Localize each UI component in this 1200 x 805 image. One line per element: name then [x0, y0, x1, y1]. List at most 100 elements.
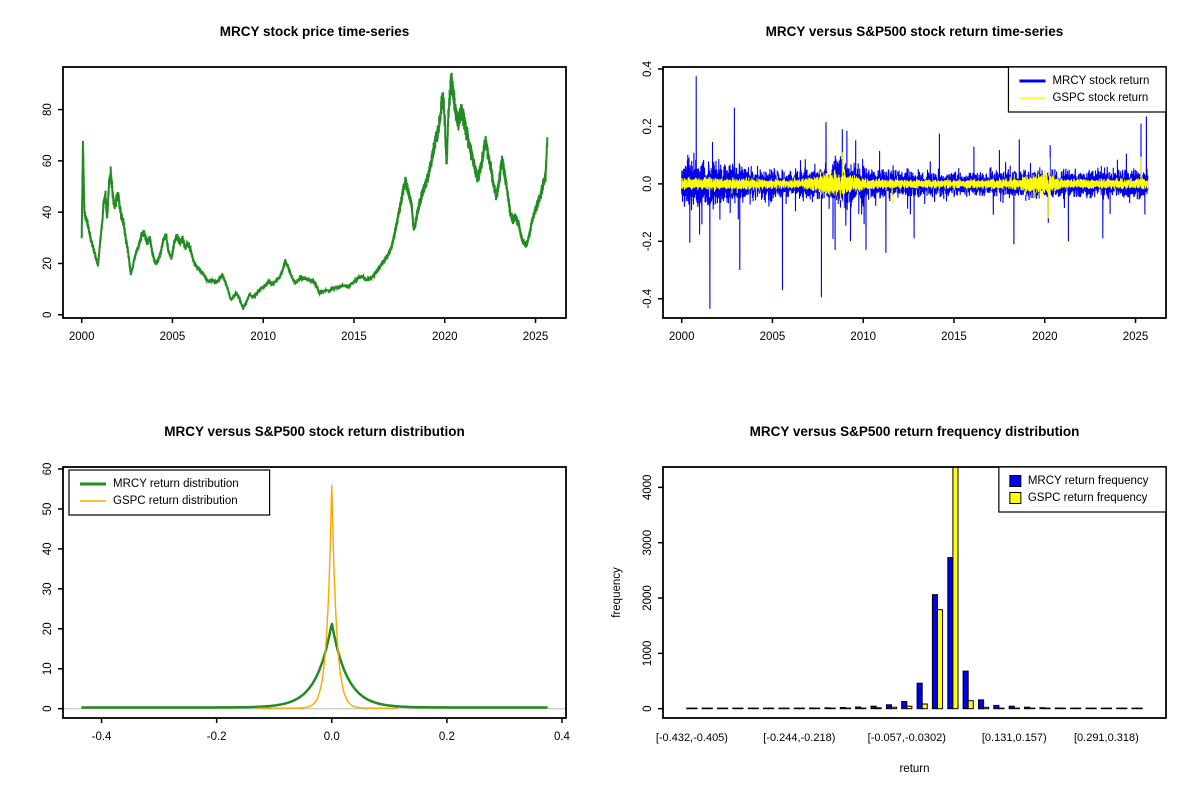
x-tick-label: -0.2 [207, 731, 227, 743]
bar [793, 707, 800, 710]
bar [901, 701, 908, 710]
hist-bin-label: [-0.432,-0.405) [656, 732, 728, 744]
return-frequency-panel: MRCY versus S&P500 return frequency dist… [600, 400, 1200, 800]
bar [1090, 707, 1097, 710]
hist-bin-label: [0.131,0.157) [982, 732, 1047, 744]
y-tick-label: 80 [42, 103, 54, 116]
bar [763, 707, 770, 710]
y-tick-label: 40 [42, 542, 54, 555]
legend-label: MRCY return distribution [113, 478, 239, 490]
bar [783, 707, 790, 710]
bar [885, 704, 892, 710]
plot-box [662, 66, 1167, 319]
hist-chart-svg: MRCY versus S&P500 return frequency dist… [611, 424, 1167, 775]
returns-plot-area [681, 76, 1149, 309]
price-axes: 2000 2005 2010 2015 2020 2025 0 20 40 60 80 [42, 103, 548, 343]
y-tick-label: 0 [42, 312, 54, 318]
bar [870, 705, 877, 710]
x-tick-label: 2000 [69, 331, 95, 343]
bar [947, 557, 954, 710]
legend-swatch-mrcy-return-frequency [1009, 475, 1022, 487]
bar [855, 706, 862, 710]
bar [967, 700, 974, 710]
bar [1105, 707, 1112, 710]
x-tick-label: 0.0 [324, 731, 340, 743]
y-tick-label: 20 [42, 257, 54, 270]
y-tick-label: 0 [642, 706, 654, 712]
series-mrcy-stock-price [80, 72, 549, 311]
bar [1070, 707, 1077, 710]
bar [916, 682, 923, 710]
bar [952, 467, 959, 710]
x-tick-label: -0.4 [92, 731, 112, 743]
hist-x-axis-label: return [899, 763, 929, 775]
bar [983, 706, 990, 710]
returns-axes: 2000 2005 2010 2015 2020 2025 -0.4 -0.2 0.0 0.2 0.… [642, 60, 1148, 343]
y-tick-label: 4000 [642, 475, 654, 501]
bar [814, 707, 821, 710]
hist-chart-title: MRCY versus S&P500 return frequency dist… [750, 424, 1080, 439]
returns-legend: MRCY stock return GSPC stock return [1007, 66, 1167, 113]
bar [1116, 707, 1123, 710]
returns-chart-svg: MRCY versus S&P500 stock return time-ser… [642, 24, 1167, 343]
legend-label: GSPC return frequency [1028, 492, 1148, 504]
bar [1136, 707, 1143, 710]
bar [1029, 707, 1036, 710]
price-chart-svg: MRCY stock price time-series 2000 2005 201… [42, 24, 567, 343]
hist-bin-label: [0.291,0.318) [1074, 732, 1139, 744]
y-tick-label: -0.2 [642, 231, 654, 251]
x-tick-label: 2025 [523, 331, 549, 343]
bar [1013, 707, 1020, 710]
return-time-series-panel: MRCY versus S&P500 stock return time-ser… [600, 0, 1200, 400]
bars-mrcy-return-frequency [686, 557, 1138, 710]
hist-bin-label: [-0.057,-0.0302) [868, 732, 946, 744]
bar [993, 704, 1000, 710]
bar [1054, 707, 1061, 710]
returns-chart-title: MRCY versus S&P500 stock return time-ser… [766, 24, 1064, 39]
series-gspc-stock-return [681, 152, 1149, 219]
price-time-series-panel: MRCY stock price time-series 2000 2005 201… [0, 0, 600, 400]
bar [747, 707, 754, 710]
bar [937, 609, 944, 710]
legend-swatch-gspc-return-frequency [1009, 492, 1022, 504]
bar [1121, 707, 1128, 710]
y-tick-label: 60 [42, 463, 54, 476]
density-chart-title: MRCY versus S&P500 stock return distribu… [164, 424, 465, 439]
bar [875, 707, 882, 710]
bar [1100, 707, 1107, 710]
bar [962, 670, 969, 710]
bar [686, 707, 693, 710]
bar [1131, 707, 1138, 710]
bar [921, 703, 928, 710]
bar [829, 707, 836, 710]
x-tick-label: 2020 [432, 331, 458, 343]
x-tick-label: 2010 [850, 331, 876, 343]
bar [1075, 707, 1082, 710]
bar [978, 699, 985, 710]
x-tick-label: 2000 [669, 331, 695, 343]
x-tick-label: 2025 [1123, 331, 1149, 343]
bar [824, 707, 831, 710]
plot-box [662, 466, 1167, 719]
bar [706, 707, 713, 710]
return-distribution-panel: MRCY versus S&P500 stock return distribu… [0, 400, 600, 800]
price-chart-title: MRCY stock price time-series [220, 24, 410, 39]
x-tick-label: 2005 [760, 331, 786, 343]
y-tick-label: 20 [42, 622, 54, 635]
bar [809, 707, 816, 710]
bar [998, 707, 1005, 710]
bar [701, 707, 708, 710]
bar [1024, 706, 1031, 710]
bars-gspc-return-frequency [691, 467, 1143, 710]
bar [691, 707, 698, 710]
y-tick-label: 60 [42, 154, 54, 167]
x-tick-label: 2010 [250, 331, 276, 343]
bar [717, 707, 724, 710]
x-tick-label: 2015 [341, 331, 367, 343]
density-chart-svg: MRCY versus S&P500 stock return distribu… [42, 424, 571, 743]
bar [1044, 707, 1051, 710]
y-tick-label: 40 [42, 206, 54, 219]
curve-gspc-return-distribution [256, 484, 399, 709]
density-axes: -0.4 -0.2 0.0 0.2 0.4 0 10 20 30 40 50 60 [42, 463, 571, 743]
